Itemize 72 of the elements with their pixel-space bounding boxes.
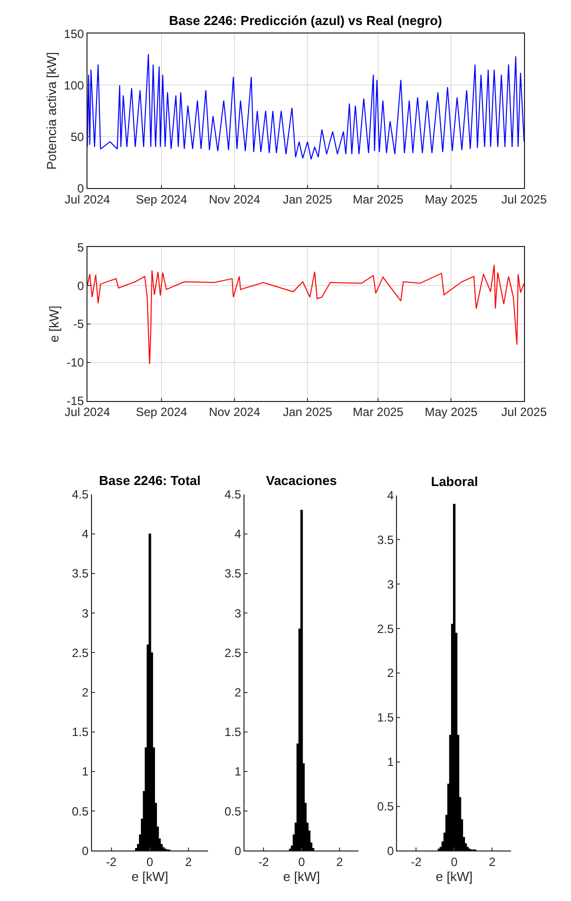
y-tick-label: 0 [234, 844, 242, 858]
y-tick-label: 4 [387, 488, 394, 502]
y-tick-label: 3 [82, 606, 89, 620]
y-tick-label: 2 [82, 686, 89, 700]
x-axis-title: e [kW] [283, 869, 320, 884]
y-tick-label: -10 [66, 356, 84, 370]
x-tick-label: Jan 2025 [282, 192, 333, 207]
y-tick-label: 2 [387, 666, 394, 680]
y-tick-label: 1 [234, 764, 242, 779]
y-tick-label: 3 [387, 577, 394, 592]
chart-title: Base 2246: Predicción (azul) vs Real (negro) [169, 13, 442, 28]
x-tick-label: 2 [336, 855, 344, 870]
x-tick-label: -2 [258, 855, 270, 870]
x-tick-label: Sep 2024 [136, 405, 188, 420]
y-tick-label: 2 [234, 686, 242, 700]
x-tick-label: 0 [146, 855, 154, 870]
x-tick-label: Jan 2025 [282, 405, 333, 420]
x-tick-label: May 2025 [424, 192, 478, 207]
y-tick-label: 4.5 [72, 488, 89, 502]
x-tick-label: Jul 2025 [501, 405, 548, 420]
y-tick-label: 0 [77, 278, 84, 293]
y-tick-label: 4.5 [224, 488, 242, 502]
x-tick-label: -2 [410, 855, 422, 870]
x-tick-label: 0 [450, 855, 458, 870]
x-tick-label: 2 [488, 855, 496, 870]
x-tick-label: 0 [298, 855, 306, 870]
y-tick-label: 5 [77, 240, 84, 254]
line-series [87, 264, 524, 364]
x-tick-label: Mar 2025 [352, 405, 404, 420]
y-tick-label: -5 [73, 317, 84, 332]
y-tick-label: 1 [387, 755, 394, 770]
x-tick-label: Nov 2024 [208, 192, 261, 207]
x-axis-title: e [kW] [131, 869, 168, 884]
x-tick-label: 2 [185, 855, 192, 870]
y-tick-label: 1.5 [224, 725, 242, 740]
x-tick-label: Mar 2025 [352, 192, 404, 207]
y-tick-label: 3.5 [224, 566, 242, 581]
y-tick-label: 2.5 [224, 646, 242, 660]
y-tick-label: 2.5 [72, 646, 89, 660]
x-tick-label: Jul 2024 [64, 405, 110, 420]
y-tick-label: 3 [234, 606, 242, 620]
chart-title: Vacaciones [266, 473, 337, 488]
y-tick-label: 50 [70, 130, 84, 144]
chart-title: Base 2246: Total [99, 473, 201, 488]
y-tick-label: 3.5 [72, 566, 89, 581]
y-axis-title: Potencia activa [kW] [44, 52, 59, 170]
y-tick-label: 1.5 [377, 710, 394, 725]
chart-title: Laboral [431, 474, 478, 489]
y-tick-label: 4 [234, 527, 242, 542]
x-tick-label: Jul 2025 [501, 192, 548, 207]
y-tick-label: 1 [82, 764, 89, 779]
x-tick-label: Nov 2024 [208, 405, 261, 420]
line-series [87, 54, 524, 160]
x-tick-label: Jul 2024 [64, 192, 110, 207]
x-tick-label: May 2025 [424, 405, 478, 420]
y-tick-label: 0 [77, 181, 84, 196]
y-tick-label: 3.5 [377, 532, 394, 547]
x-axis-title: e [kW] [436, 869, 473, 884]
y-tick-label: -15 [66, 394, 84, 408]
y-tick-label: 150 [64, 26, 84, 41]
y-tick-label: 2.5 [377, 622, 394, 636]
x-tick-label: Sep 2024 [136, 192, 188, 207]
y-tick-label: 0.5 [72, 804, 89, 818]
y-axis-title: e [kW] [46, 306, 62, 342]
y-tick-label: 1.5 [72, 725, 89, 740]
y-tick-label: 0.5 [377, 799, 394, 814]
y-tick-label: 4 [82, 527, 89, 542]
y-tick-label: 100 [64, 78, 84, 92]
y-tick-label: 0.5 [224, 804, 242, 818]
y-tick-label: 0 [82, 844, 89, 858]
x-tick-label: -2 [106, 855, 117, 870]
y-tick-label: 0 [387, 844, 394, 858]
